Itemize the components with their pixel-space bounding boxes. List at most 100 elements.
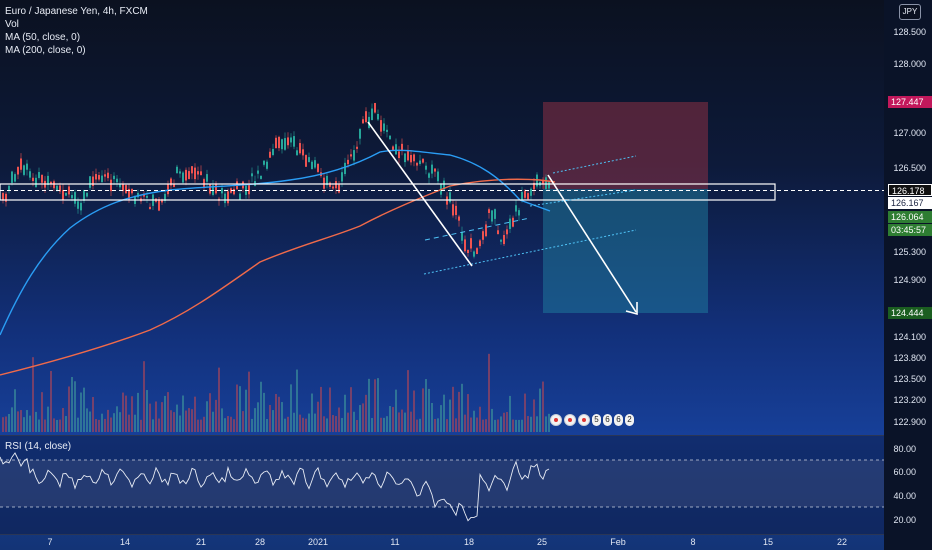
candle [296, 150, 298, 156]
volume-bar [536, 416, 538, 432]
event-count-badge[interactable]: 6 [614, 414, 623, 426]
event-count-badge[interactable]: 6 [603, 414, 612, 426]
volume-bar [137, 392, 139, 432]
candle [281, 139, 283, 150]
candle [215, 183, 217, 194]
volume-bar [470, 417, 472, 432]
volume-bar [59, 419, 61, 432]
candle [449, 192, 451, 203]
candle [56, 185, 58, 191]
volume-bar [497, 419, 499, 432]
volume-bar [128, 414, 130, 432]
volume-bar [281, 402, 283, 432]
candle [329, 182, 331, 187]
price-tick: 127.000 [893, 128, 926, 138]
volume-bar [107, 409, 109, 432]
candle [26, 163, 28, 170]
volume-bar [200, 419, 202, 432]
candle [80, 202, 82, 211]
volume-bar [308, 413, 310, 432]
support-resistance-box [0, 183, 776, 201]
candle [347, 159, 349, 165]
channel-extension [529, 189, 637, 207]
candle [386, 129, 388, 132]
symbol-title[interactable]: Euro / Japanese Yen, 4h, FXCM [5, 6, 148, 17]
volume-bar [392, 407, 394, 432]
volume-bar [461, 383, 463, 432]
candle [302, 149, 304, 156]
volume-bar [47, 406, 49, 432]
volume-bar [71, 376, 73, 432]
volume-bar [500, 416, 502, 432]
candle [506, 229, 508, 235]
event-count-badge[interactable]: 2 [625, 414, 634, 426]
projection-arrow-line [547, 174, 637, 313]
volume-bar [29, 415, 31, 432]
ma200-legend[interactable]: MA (200, close, 0) [5, 45, 86, 56]
price-tick: 123.800 [893, 353, 926, 363]
candle [35, 177, 37, 188]
volume-bar [92, 397, 94, 432]
candle [452, 204, 454, 216]
volume-bar [467, 394, 469, 432]
candle [62, 190, 64, 200]
candle [338, 184, 340, 193]
candle [191, 166, 193, 174]
candle [404, 153, 406, 163]
candle [104, 174, 106, 177]
candle [431, 164, 433, 174]
volume-bar [476, 417, 478, 432]
volume-bar [116, 406, 118, 432]
volume-bar [224, 418, 226, 432]
volume-bar [353, 411, 355, 432]
volume-bar [428, 388, 430, 432]
candle [482, 231, 484, 240]
rsi-legend[interactable]: RSI (14, close) [5, 441, 72, 452]
candles [2, 102, 550, 259]
economic-events[interactable]: 5 6 6 2 [550, 414, 634, 426]
down-move-arrow-line [367, 121, 473, 267]
volume-bar [485, 419, 487, 432]
volume-bar [419, 418, 421, 432]
candle [125, 185, 127, 194]
candle [263, 160, 265, 165]
candle [494, 209, 496, 219]
volume-legend[interactable]: Vol [5, 19, 19, 30]
candle [233, 188, 235, 195]
volume-bar [215, 399, 217, 432]
ma50-legend[interactable]: MA (50, close, 0) [5, 32, 81, 43]
stop-price-tag: 127.447 [888, 96, 932, 108]
candle [509, 218, 511, 229]
candle [311, 161, 313, 170]
date-tick: 18 [463, 537, 475, 547]
candle [146, 195, 148, 198]
candle [407, 150, 409, 161]
candle [197, 171, 199, 175]
rsi-tick: 20.00 [893, 515, 916, 525]
volume-bar [113, 413, 115, 432]
event-flag-icon[interactable] [564, 414, 576, 426]
candle [503, 235, 505, 245]
event-flag-icon[interactable] [550, 414, 562, 426]
volume-bar [425, 379, 427, 432]
candle [470, 238, 472, 249]
currency-button[interactable]: JPY [899, 4, 921, 20]
volume-bar [377, 378, 379, 432]
volume-bar [11, 407, 13, 432]
volume-bar [374, 379, 376, 432]
candle [101, 175, 103, 183]
candle [122, 183, 124, 192]
event-flag-icon[interactable] [578, 414, 590, 426]
candle [443, 180, 445, 190]
candle [362, 119, 364, 124]
candle [461, 232, 463, 241]
volume-bar [236, 384, 238, 432]
volume-bar [176, 404, 178, 432]
volume-bar [527, 416, 529, 432]
event-count-badge[interactable]: 5 [592, 414, 601, 426]
volume-bar [506, 411, 508, 432]
candle [209, 184, 211, 194]
candle [413, 154, 415, 162]
